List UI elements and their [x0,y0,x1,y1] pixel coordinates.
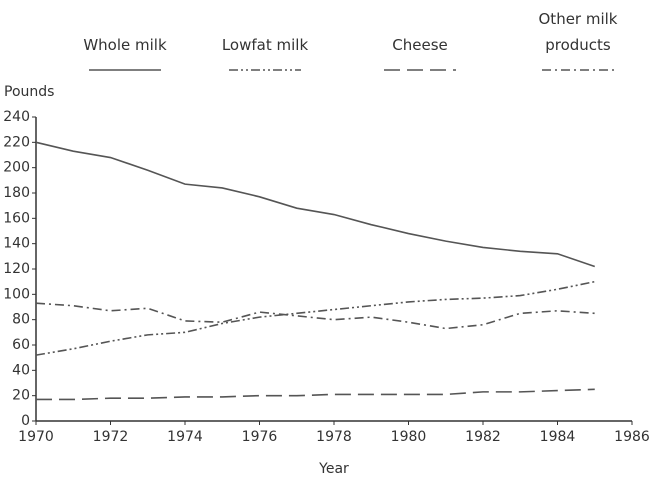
y-tick-label: 220 [3,134,30,150]
series-line [35,302,595,330]
series-line [35,141,596,268]
legend-label: Other milk products [538,10,618,54]
series-line [35,280,595,356]
y-tick-label: 240 [3,109,30,125]
x-tick-label: 1972 [93,429,129,445]
y-tick-label: 40 [12,362,30,378]
y-tick-label: 120 [3,261,30,277]
y-axis-label: Pounds [4,84,54,100]
y-tick-label: 20 [12,388,30,404]
y-tick-label: 140 [3,236,30,252]
x-tick-label: 1978 [316,429,352,445]
x-tick-label: 1984 [540,429,576,445]
x-tick-label: 1986 [614,429,650,445]
y-tick-label: 100 [3,286,30,302]
y-tick-label: 80 [12,312,30,328]
x-tick-label: 1970 [18,429,54,445]
x-tick-label: 1982 [465,429,501,445]
legend-label: Whole milk [83,36,167,54]
y-tick-label: 180 [3,185,30,201]
legend-label: Cheese [392,36,448,54]
x-tick-label: 1980 [391,429,427,445]
y-tick-label: 0 [21,413,30,429]
x-tick-label: 1974 [167,429,203,445]
y-tick-label: 200 [3,160,30,176]
series-line [36,388,595,401]
x-tick-label: 1976 [242,429,278,445]
legend-label: Lowfat milk [221,36,309,54]
y-tick-label: 60 [12,337,30,353]
y-tick-label: 160 [3,210,30,226]
x-axis-label: Year [318,461,349,477]
